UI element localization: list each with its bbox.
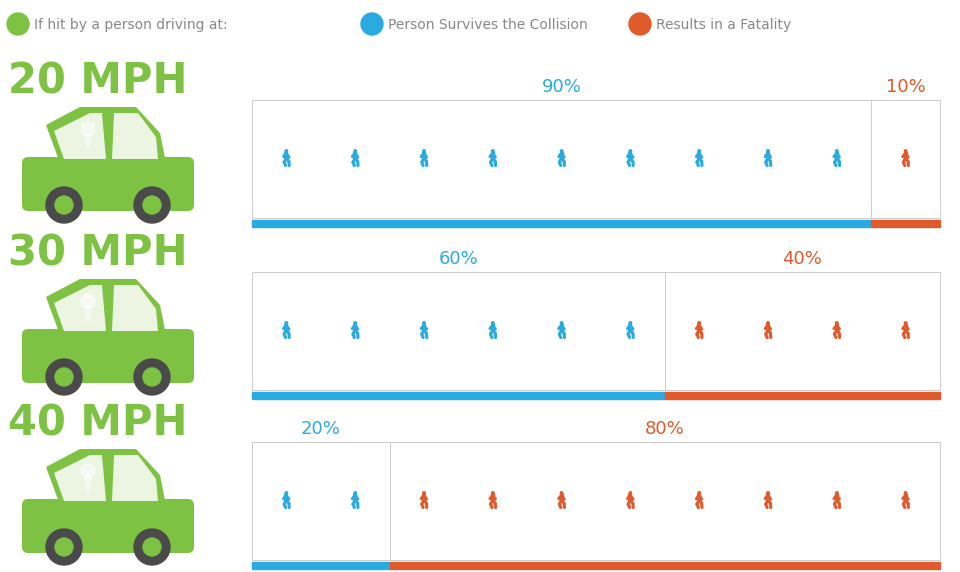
Circle shape (697, 491, 701, 495)
Circle shape (560, 491, 564, 495)
Text: Results in a Fatality: Results in a Fatality (656, 18, 791, 32)
Circle shape (55, 538, 73, 556)
Circle shape (560, 321, 564, 325)
Polygon shape (112, 455, 158, 501)
Circle shape (903, 321, 907, 325)
Circle shape (81, 122, 95, 136)
Polygon shape (46, 449, 166, 505)
Polygon shape (46, 279, 166, 335)
Bar (664, 392, 940, 399)
Circle shape (422, 149, 426, 153)
FancyBboxPatch shape (22, 499, 194, 553)
Circle shape (766, 321, 770, 325)
Circle shape (422, 491, 426, 495)
Bar (252, 272, 940, 390)
Circle shape (766, 149, 770, 153)
FancyBboxPatch shape (22, 329, 194, 383)
Text: 20%: 20% (300, 420, 341, 438)
Polygon shape (54, 455, 106, 501)
Circle shape (143, 538, 161, 556)
Bar (390, 562, 940, 569)
Polygon shape (54, 113, 106, 159)
Circle shape (134, 187, 170, 223)
Circle shape (284, 491, 288, 495)
Text: 80%: 80% (645, 420, 684, 438)
Circle shape (284, 321, 288, 325)
Circle shape (766, 491, 770, 495)
Circle shape (55, 196, 73, 214)
Circle shape (284, 149, 288, 153)
Text: If hit by a person driving at:: If hit by a person driving at: (34, 18, 228, 32)
Circle shape (143, 368, 161, 386)
Circle shape (134, 529, 170, 565)
Circle shape (353, 491, 357, 495)
Bar (252, 392, 664, 399)
Circle shape (629, 491, 633, 495)
Circle shape (134, 359, 170, 395)
Circle shape (81, 294, 95, 308)
Circle shape (629, 321, 633, 325)
Polygon shape (112, 113, 158, 159)
Text: 60%: 60% (439, 250, 478, 268)
Circle shape (491, 321, 494, 325)
Text: 40%: 40% (782, 250, 823, 268)
Circle shape (560, 149, 564, 153)
Circle shape (629, 13, 651, 35)
Circle shape (835, 149, 839, 153)
Circle shape (46, 359, 82, 395)
Circle shape (46, 529, 82, 565)
Circle shape (353, 321, 357, 325)
Text: 10%: 10% (886, 78, 925, 96)
Circle shape (835, 321, 839, 325)
Circle shape (361, 13, 383, 35)
Circle shape (353, 149, 357, 153)
Circle shape (422, 321, 426, 325)
Polygon shape (112, 285, 158, 331)
Text: 90%: 90% (541, 78, 582, 96)
Bar (252, 442, 940, 560)
Circle shape (491, 149, 494, 153)
Circle shape (697, 149, 701, 153)
Polygon shape (54, 285, 106, 331)
Circle shape (55, 368, 73, 386)
FancyBboxPatch shape (22, 157, 194, 211)
Bar (252, 100, 940, 218)
Circle shape (903, 491, 907, 495)
Text: 40 MPH: 40 MPH (8, 402, 187, 444)
Bar (252, 562, 390, 569)
Text: Person Survives the Collision: Person Survives the Collision (388, 18, 588, 32)
Polygon shape (46, 107, 166, 163)
Bar (252, 220, 872, 227)
Circle shape (697, 321, 701, 325)
Circle shape (629, 149, 633, 153)
Circle shape (46, 187, 82, 223)
Circle shape (903, 149, 907, 153)
Circle shape (7, 13, 29, 35)
Circle shape (143, 196, 161, 214)
Bar (872, 220, 940, 227)
Circle shape (835, 491, 839, 495)
Circle shape (491, 491, 494, 495)
Text: 20 MPH: 20 MPH (8, 60, 187, 102)
Text: 30 MPH: 30 MPH (8, 232, 187, 274)
Circle shape (81, 464, 95, 478)
